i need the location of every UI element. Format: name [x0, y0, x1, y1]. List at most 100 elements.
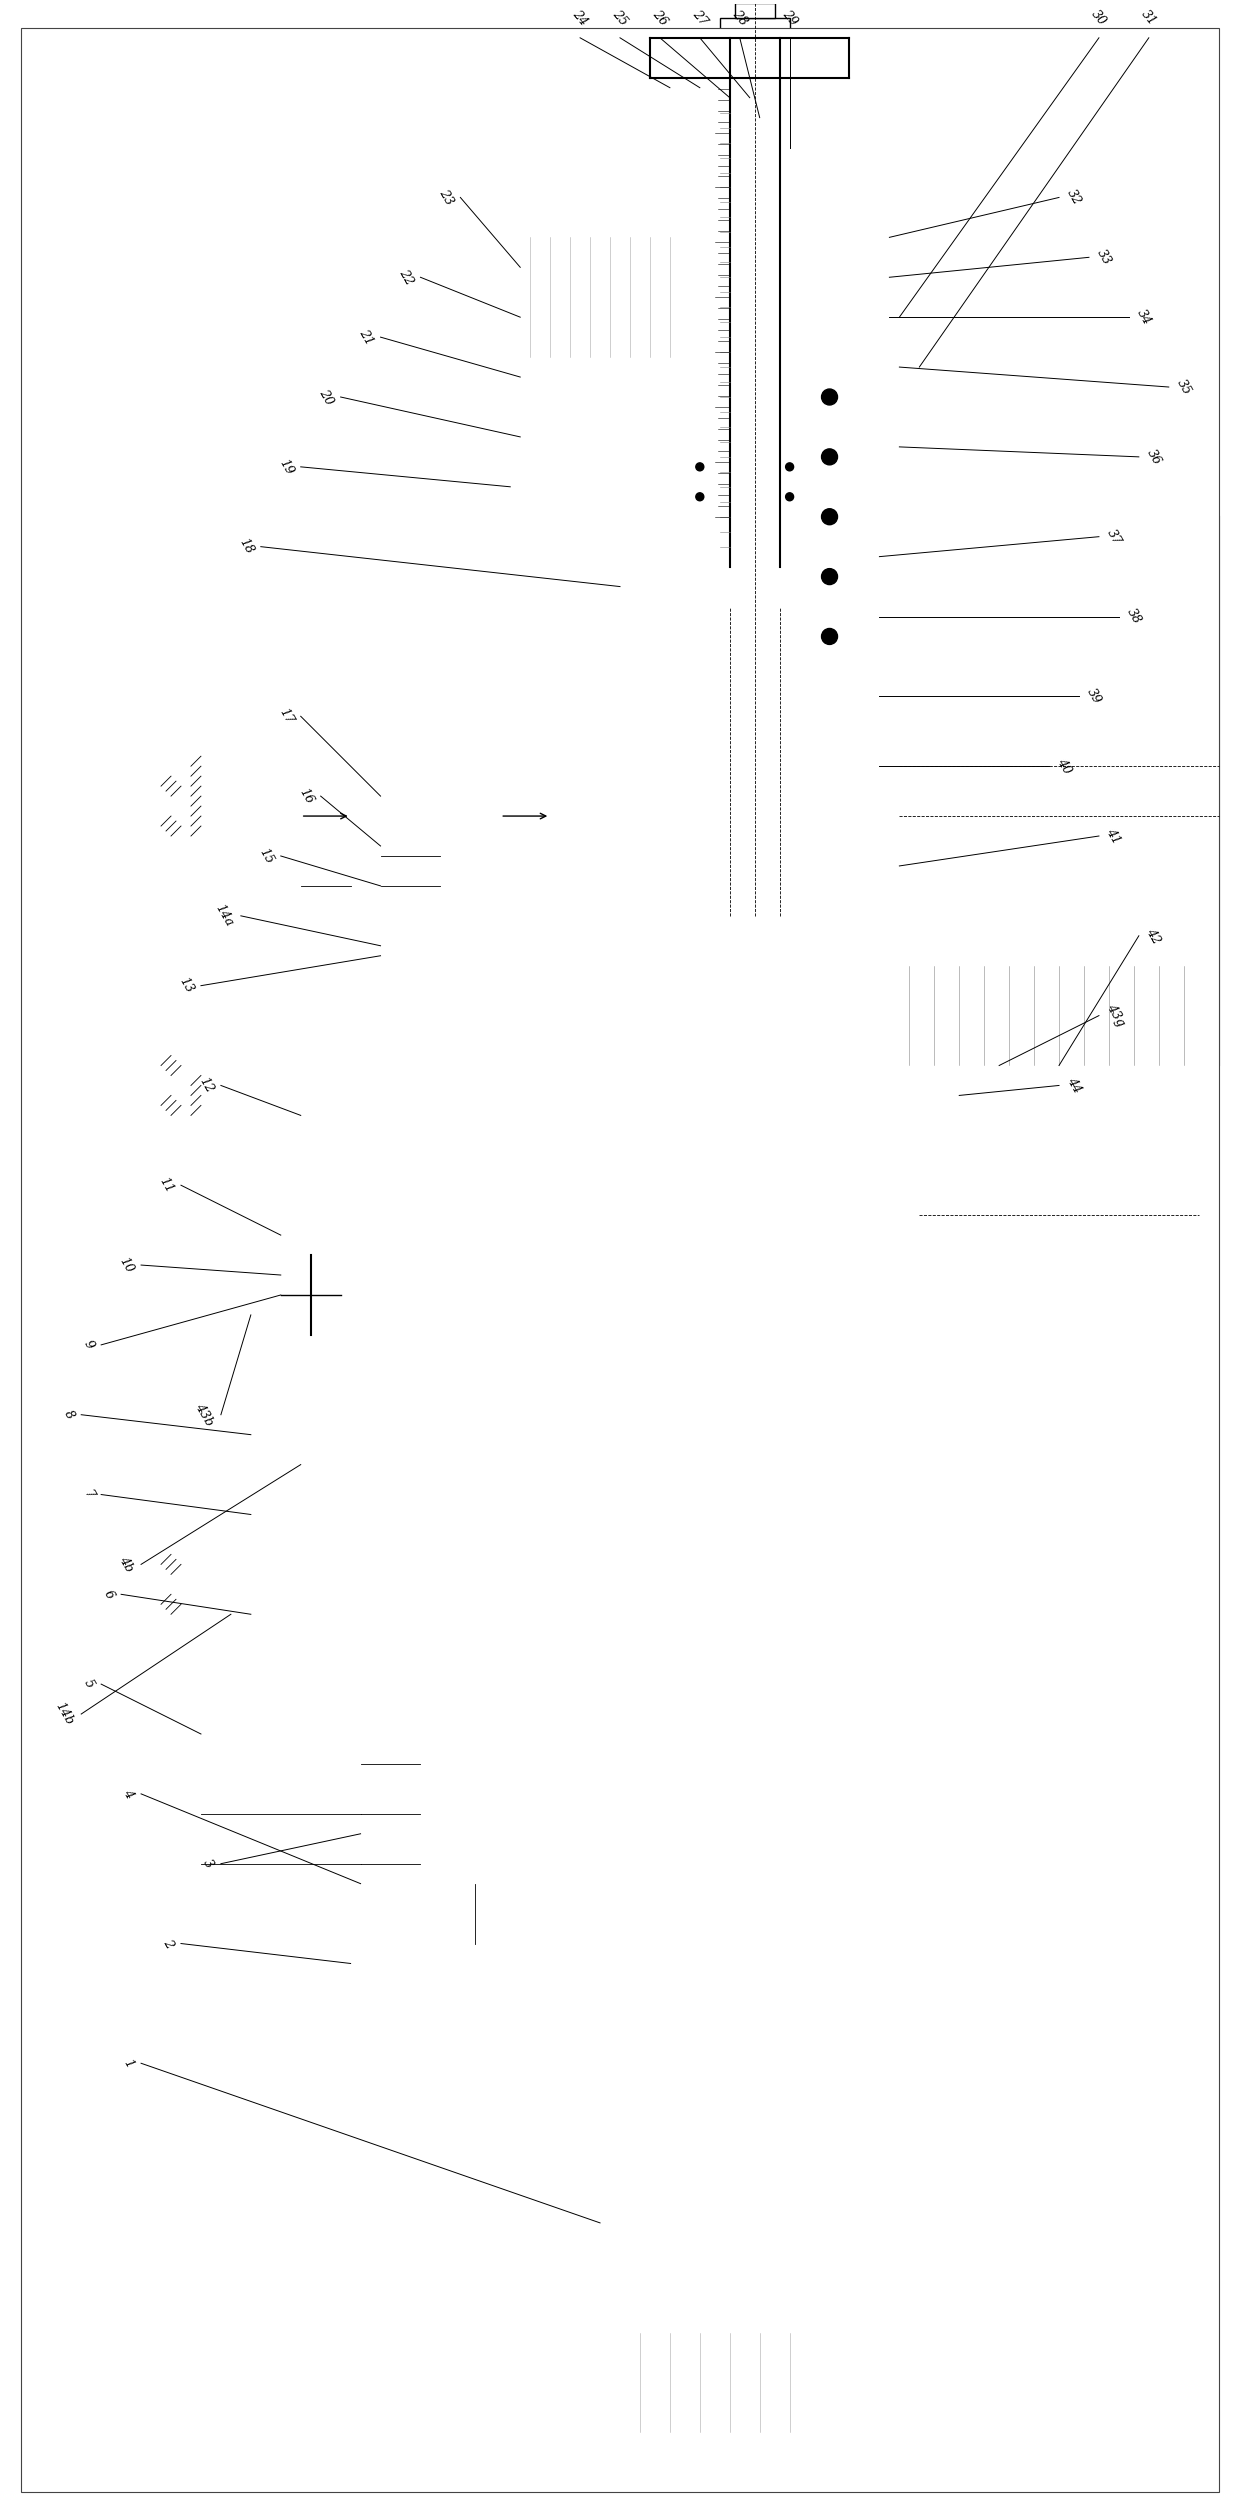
Bar [709, 447, 800, 498]
Bar [381, 787, 440, 965]
Bar [600, 2132, 699, 2313]
Bar [830, 546, 889, 606]
Circle shape [822, 628, 837, 644]
Bar [580, 2114, 859, 2333]
Bar [351, 2124, 460, 2162]
Text: 32: 32 [1064, 186, 1084, 209]
Text: 29: 29 [780, 8, 800, 28]
Text: 33: 33 [1094, 246, 1114, 266]
Text: 28: 28 [729, 8, 750, 28]
Text: 1: 1 [120, 2056, 136, 2069]
Bar [401, 1275, 460, 1315]
Bar [450, 1883, 500, 1943]
Text: 25: 25 [610, 8, 630, 28]
Text: 16: 16 [296, 787, 316, 807]
Text: 23: 23 [436, 186, 455, 209]
Bar [280, 1254, 341, 1335]
Text: 22: 22 [397, 266, 415, 287]
Bar [420, 1614, 460, 2114]
Text: 10: 10 [117, 1254, 136, 1275]
Text: 27: 27 [689, 8, 711, 28]
Bar [730, 1026, 899, 1066]
Bar [420, 2014, 460, 2162]
Text: 7: 7 [81, 1488, 97, 1501]
Text: 37: 37 [1104, 525, 1123, 548]
Text: 42: 42 [1143, 925, 1163, 945]
Bar [730, 357, 780, 407]
Bar [201, 1275, 460, 1315]
Bar [730, 606, 780, 915]
Bar [171, 1076, 201, 1116]
Text: 14a: 14a [213, 903, 236, 930]
Bar [620, 546, 680, 606]
Text: 2: 2 [161, 1936, 176, 1951]
Text: 11: 11 [156, 1174, 176, 1197]
Bar [830, 528, 950, 566]
Bar [201, 1664, 361, 1963]
Text: 4: 4 [120, 1787, 136, 1800]
Bar [620, 2333, 839, 2434]
Bar [740, 407, 770, 437]
Bar [420, 1116, 460, 1614]
Bar [171, 797, 201, 837]
Circle shape [822, 568, 837, 586]
Text: 43g: 43g [1104, 1003, 1127, 1028]
Bar [521, 236, 699, 357]
Bar [899, 518, 1219, 1066]
Bar [201, 797, 241, 1116]
Text: 44: 44 [1064, 1076, 1084, 1096]
Bar [201, 1076, 730, 1116]
Text: 26: 26 [650, 8, 670, 28]
Bar [830, 626, 950, 666]
Bar [620, 546, 889, 606]
Bar [709, 556, 800, 586]
Text: 4b: 4b [117, 1554, 136, 1574]
Circle shape [786, 463, 794, 470]
Bar [730, 827, 899, 865]
Text: 9: 9 [81, 1337, 97, 1353]
Bar [760, 2132, 820, 2212]
Text: 5: 5 [81, 1677, 97, 1692]
Bar [709, 508, 800, 546]
Bar [919, 1066, 1199, 1315]
Bar [719, 2212, 859, 2253]
Text: 24: 24 [570, 8, 590, 28]
Text: 13: 13 [176, 975, 196, 996]
Circle shape [696, 463, 704, 470]
Text: 14b: 14b [53, 1699, 76, 1727]
Text: 43b: 43b [192, 1400, 216, 1428]
Text: 35: 35 [1174, 377, 1193, 397]
Text: 3: 3 [201, 1858, 216, 1870]
Circle shape [822, 390, 837, 405]
Text: 41: 41 [1104, 825, 1123, 847]
Text: 18: 18 [237, 535, 255, 556]
Bar [650, 38, 849, 78]
Text: 17: 17 [277, 706, 295, 727]
Text: 6: 6 [100, 1589, 117, 1601]
Text: 40: 40 [1054, 757, 1074, 777]
Text: 38: 38 [1123, 606, 1143, 626]
Circle shape [822, 508, 837, 525]
Bar [719, 518, 790, 535]
Bar [551, 209, 670, 236]
Bar [830, 427, 950, 468]
Text: 21: 21 [356, 327, 376, 347]
Bar [201, 797, 730, 837]
Text: 20: 20 [316, 387, 336, 407]
Bar [735, 3, 775, 18]
Text: 36: 36 [1143, 447, 1163, 468]
Circle shape [786, 493, 794, 500]
Bar [719, 18, 790, 38]
Bar [361, 1664, 420, 1963]
Bar [201, 1574, 460, 1614]
Bar [301, 797, 351, 965]
Bar [939, 1315, 1179, 1513]
Bar [171, 1574, 201, 1614]
Bar [600, 2434, 859, 2451]
Text: 12: 12 [197, 1076, 216, 1096]
Bar [521, 236, 699, 297]
Text: 34: 34 [1133, 307, 1153, 327]
Text: 30: 30 [1089, 8, 1109, 28]
Text: 39: 39 [1084, 686, 1104, 706]
Text: 8: 8 [61, 1408, 76, 1420]
